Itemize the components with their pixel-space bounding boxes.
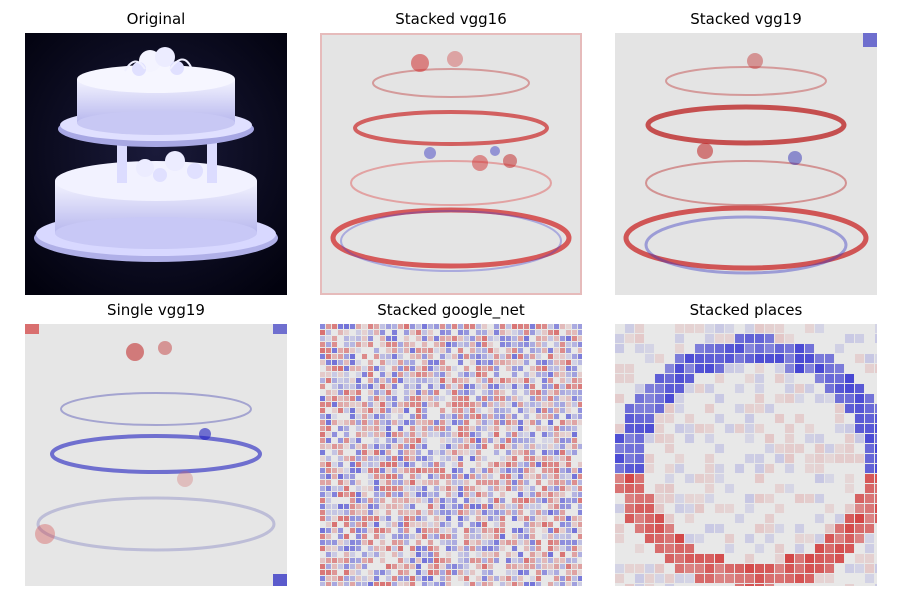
panel-title: Single vgg19 bbox=[107, 301, 205, 319]
panel-title: Original bbox=[126, 10, 186, 28]
saliency-map-stacked-google-net bbox=[320, 324, 582, 586]
saliency-map-stacked-places bbox=[615, 324, 877, 586]
saliency-map-stacked-vgg19 bbox=[615, 33, 877, 295]
panel-title: Stacked places bbox=[689, 301, 803, 319]
saliency-map-single-vgg19 bbox=[25, 324, 287, 586]
original-photo bbox=[25, 33, 287, 295]
panel-title: Stacked vgg19 bbox=[690, 10, 802, 28]
panel-title: Stacked vgg16 bbox=[395, 10, 507, 28]
panel-title: Stacked google_net bbox=[377, 301, 525, 319]
saliency-map-stacked-vgg16 bbox=[320, 33, 582, 295]
